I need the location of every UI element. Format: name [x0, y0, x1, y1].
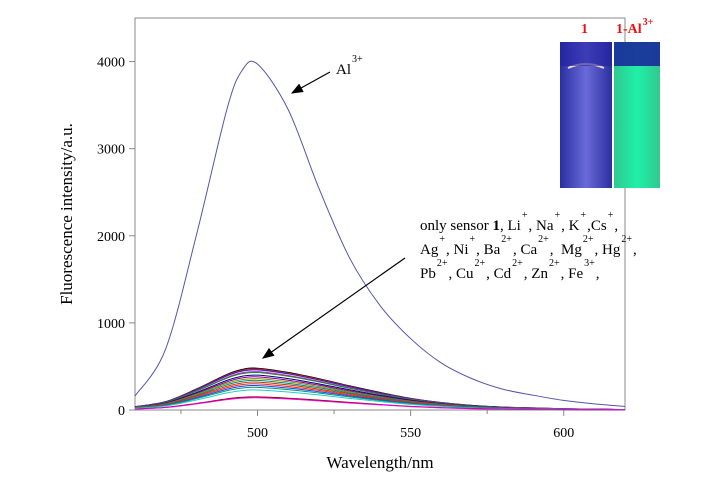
annotations: [262, 71, 406, 359]
ion-text: ,: [595, 266, 600, 282]
ion-text: , Cu: [448, 266, 474, 282]
inset-label-1-al: 1-Al3+: [616, 17, 654, 40]
cuvette-al: [614, 42, 660, 188]
ion-text: , Ca: [512, 242, 538, 258]
annotation-others-line: Ag+, Ni+, Ba2+, Ca2+, Mg2+, Hg2+,: [420, 235, 637, 262]
ion-text: , K: [561, 218, 580, 234]
x-axis-title: Wavelength/nm: [326, 453, 433, 472]
ion-text: , Zn: [523, 266, 548, 282]
ion-text: ,Cs: [587, 218, 607, 234]
ion-charge: 2+: [548, 258, 560, 269]
cuvette-sensor: [560, 42, 612, 188]
series-line-fe3-: [134, 397, 626, 411]
ion-text: , Mg: [549, 242, 582, 258]
ion-text: , Ni: [445, 242, 469, 258]
ion-charge: 2+: [512, 258, 523, 269]
y-tick-label: 0: [118, 404, 125, 419]
plot-frame: [134, 17, 626, 411]
annotation-others: only sensor 1, Li+, Na+, K+,Cs+, Ag+, Ni+…: [420, 211, 637, 286]
ion-text: , Fe: [560, 266, 584, 282]
ion-text: ,: [614, 218, 619, 234]
inset-label-1-al-sup: 3+: [642, 17, 654, 28]
annotation-al: Al3+: [336, 55, 364, 82]
ion-charge: 2+: [474, 258, 486, 269]
inset-label-1-al-base: 1-Al: [616, 22, 642, 37]
ion-charge: +: [580, 210, 587, 221]
ion-charge: 3+: [584, 258, 595, 269]
cuvette-top: [560, 42, 612, 66]
ion-charge: +: [521, 210, 528, 221]
annotation-al-sup: 3+: [352, 54, 363, 65]
x-tick-label: 550: [400, 426, 421, 441]
ion-text: only sensor: [420, 218, 493, 234]
ion-text: , Na: [528, 218, 554, 234]
ion-text: Ag: [420, 242, 439, 258]
annotation-others-line: Pb2+, Cu2+, Cd2+, Zn2+, Fe3+,: [420, 259, 637, 286]
ion-charge: +: [469, 234, 476, 245]
series-line-al3-: [134, 60, 626, 408]
ion-text: Pb: [420, 266, 436, 282]
ion-charge: 2+: [436, 258, 448, 269]
annotation-al-base: Al: [336, 62, 351, 78]
y-tick-label: 2000: [97, 230, 125, 245]
ion-text: , Li: [500, 218, 521, 234]
ion-charge: 2+: [501, 234, 512, 245]
annotation-others-line: only sensor 1, Li+, Na+, K+,Cs+,: [420, 211, 637, 238]
ion-text: , Hg: [594, 242, 621, 258]
y-tick-label: 3000: [97, 143, 125, 158]
ion-charge: 2+: [538, 234, 549, 245]
x-tick-label: 600: [553, 426, 574, 441]
ion-text: , Cd: [486, 266, 512, 282]
cuvette-top: [614, 42, 660, 66]
ion-charge: 2+: [621, 234, 632, 245]
series-lines: [134, 60, 626, 411]
y-tick-label: 4000: [97, 56, 125, 71]
inset-label-1: 1: [581, 22, 588, 37]
ion-text: ,: [632, 242, 637, 258]
axes: 500 550 600 0 1000 2000 3000 4000: [97, 17, 626, 441]
inset-photo: [560, 42, 660, 188]
ion-charge: +: [607, 210, 614, 221]
x-tick-label: 500: [247, 426, 268, 441]
ion-text: , Ba: [476, 242, 501, 258]
ion-charge: +: [439, 234, 445, 245]
ion-text: 1: [492, 218, 501, 234]
arrow-al: [290, 71, 331, 94]
y-axis-title: Fluorescence intensity/a.u.: [57, 123, 76, 305]
ion-charge: +: [554, 210, 561, 221]
ion-charge: 2+: [582, 234, 594, 245]
arrow-others: [262, 257, 406, 359]
y-tick-label: 1000: [97, 317, 125, 332]
